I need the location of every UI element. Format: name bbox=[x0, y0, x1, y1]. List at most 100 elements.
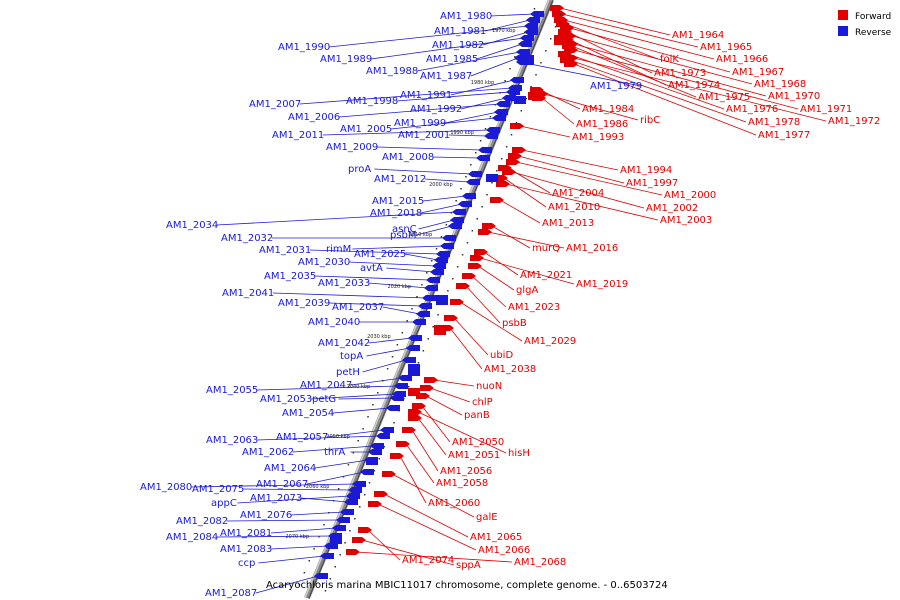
forward-gene-label[interactable]: sppA bbox=[456, 560, 481, 571]
forward-gene-label[interactable]: hisH bbox=[508, 448, 530, 459]
reverse-gene-label[interactable]: rimM bbox=[326, 244, 351, 255]
reverse-gene-label[interactable]: AM1_2011 bbox=[272, 130, 324, 141]
reverse-gene-label[interactable]: AM1_2025 bbox=[354, 249, 406, 260]
forward-gene-label[interactable]: ubiD bbox=[490, 350, 513, 361]
forward-gene-label[interactable]: AM1_2068 bbox=[514, 557, 566, 568]
reverse-gene-label[interactable]: asnC bbox=[392, 224, 417, 235]
reverse-gene-label[interactable]: AM1_1992 bbox=[410, 104, 462, 115]
reverse-gene-label[interactable]: AM1_2034 bbox=[166, 220, 218, 231]
forward-gene-label[interactable]: AM1_1993 bbox=[572, 132, 624, 143]
reverse-gene-label[interactable]: petG bbox=[312, 394, 336, 405]
forward-gene-label[interactable]: panB bbox=[464, 410, 490, 421]
reverse-gene-label[interactable]: AM1_1980 bbox=[440, 11, 492, 22]
forward-gene-label[interactable]: AM1_2013 bbox=[542, 218, 594, 229]
forward-gene-label[interactable]: galE bbox=[476, 512, 498, 523]
forward-gene-label[interactable]: AM1_2029 bbox=[524, 336, 576, 347]
reverse-gene-label[interactable]: AM1_2006 bbox=[288, 112, 340, 123]
reverse-gene-label[interactable]: AM1_2084 bbox=[166, 532, 218, 543]
reverse-gene-label[interactable]: AM1_2032 bbox=[221, 233, 273, 244]
reverse-gene-label[interactable]: AM1_2041 bbox=[222, 288, 274, 299]
forward-gene-label[interactable]: AM1_2010 bbox=[548, 202, 600, 213]
forward-gene-label[interactable]: AM1_2050 bbox=[452, 437, 504, 448]
reverse-gene-label[interactable]: AM1_2053 bbox=[260, 394, 312, 405]
reverse-gene-label[interactable]: AM1_2007 bbox=[249, 99, 301, 110]
reverse-gene-label[interactable]: AM1_2005 bbox=[340, 124, 392, 135]
forward-gene-label[interactable]: AM1_1967 bbox=[732, 67, 784, 78]
forward-gene-label[interactable]: AM1_1966 bbox=[716, 54, 768, 65]
reverse-gene-label[interactable]: AM1_1979 bbox=[590, 81, 642, 92]
forward-gene-label[interactable]: AM1_2000 bbox=[664, 190, 716, 201]
forward-gene-label[interactable]: AM1_1984 bbox=[582, 104, 634, 115]
reverse-gene-label[interactable]: AM1_1981 bbox=[434, 26, 486, 37]
forward-gene-label[interactable]: AM1_1974 bbox=[668, 80, 720, 91]
forward-gene-label[interactable]: AM1_1994 bbox=[620, 165, 672, 176]
forward-gene-label[interactable]: AM1_2058 bbox=[436, 478, 488, 489]
forward-gene-label[interactable]: AM1_2038 bbox=[484, 364, 536, 375]
forward-gene-label[interactable]: AM1_1997 bbox=[626, 178, 678, 189]
forward-gene-label[interactable]: folK bbox=[660, 54, 679, 65]
reverse-gene-label[interactable]: AM1_2081 bbox=[220, 528, 272, 539]
reverse-gene-label[interactable]: AM1_2087 bbox=[205, 588, 257, 599]
reverse-gene-label[interactable]: AM1_2033 bbox=[318, 278, 370, 289]
reverse-gene-label[interactable]: appC bbox=[211, 498, 237, 509]
forward-gene-label[interactable]: AM1_2016 bbox=[566, 243, 618, 254]
forward-gene-label[interactable]: psbB bbox=[502, 318, 527, 329]
reverse-gene-label[interactable]: AM1_2015 bbox=[372, 196, 424, 207]
reverse-gene-label[interactable]: AM1_1989 bbox=[320, 54, 372, 65]
reverse-gene-label[interactable]: AM1_2075 bbox=[192, 484, 244, 495]
forward-gene-label[interactable]: nuoN bbox=[476, 381, 502, 392]
forward-gene-label[interactable]: AM1_1977 bbox=[758, 130, 810, 141]
reverse-gene-label[interactable]: AM1_2009 bbox=[326, 142, 378, 153]
reverse-gene-label[interactable]: AM1_2012 bbox=[374, 174, 426, 185]
reverse-gene-label[interactable]: AM1_2008 bbox=[382, 152, 434, 163]
forward-gene-label[interactable]: AM1_2023 bbox=[508, 302, 560, 313]
reverse-gene-label[interactable]: AM1_1985 bbox=[426, 54, 478, 65]
forward-gene-label[interactable]: AM1_2065 bbox=[470, 532, 522, 543]
reverse-gene-label[interactable]: avtA bbox=[360, 263, 383, 274]
forward-gene-label[interactable]: AM1_1978 bbox=[748, 117, 800, 128]
reverse-gene-label[interactable]: petH bbox=[336, 367, 360, 378]
reverse-gene-label[interactable]: AM1_2064 bbox=[264, 463, 316, 474]
reverse-gene-label[interactable]: AM1_2054 bbox=[282, 408, 334, 419]
reverse-gene-label[interactable]: AM1_2039 bbox=[278, 298, 330, 309]
reverse-gene-label[interactable]: AM1_2076 bbox=[240, 510, 292, 521]
forward-gene-label[interactable]: glgA bbox=[516, 285, 538, 296]
forward-gene-label[interactable]: AM1_2060 bbox=[428, 498, 480, 509]
reverse-gene-label[interactable]: AM1_2055 bbox=[206, 385, 258, 396]
reverse-gene-label[interactable]: AM1_2030 bbox=[298, 257, 350, 268]
forward-gene-label[interactable]: murQ bbox=[532, 243, 560, 254]
reverse-gene-label[interactable]: AM1_2083 bbox=[220, 544, 272, 555]
forward-gene-label[interactable]: AM1_2066 bbox=[478, 545, 530, 556]
reverse-gene-label[interactable]: AM1_2040 bbox=[308, 317, 360, 328]
forward-gene-label[interactable]: AM1_2021 bbox=[520, 270, 572, 281]
forward-gene-label[interactable]: ribC bbox=[640, 115, 660, 126]
forward-gene-label[interactable]: AM1_1970 bbox=[768, 91, 820, 102]
reverse-gene-label[interactable]: AM1_1987 bbox=[420, 71, 472, 82]
reverse-gene-label[interactable]: AM1_2018 bbox=[370, 208, 422, 219]
reverse-gene-label[interactable]: AM1_1988 bbox=[366, 66, 418, 77]
reverse-gene-label[interactable]: AM1_2073 bbox=[250, 493, 302, 504]
reverse-gene-label[interactable]: AM1_2067 bbox=[256, 479, 308, 490]
forward-gene-label[interactable]: AM1_2019 bbox=[576, 279, 628, 290]
reverse-gene-label[interactable]: thrA bbox=[324, 447, 345, 458]
reverse-gene-label[interactable]: topA bbox=[340, 351, 363, 362]
forward-gene-label[interactable]: AM1_1964 bbox=[672, 30, 724, 41]
reverse-gene-label[interactable]: AM1_1990 bbox=[278, 42, 330, 53]
reverse-gene-label[interactable]: AM1_1999 bbox=[394, 118, 446, 129]
reverse-gene-label[interactable]: ccp bbox=[238, 558, 255, 569]
reverse-gene-label[interactable]: AM1_2035 bbox=[264, 271, 316, 282]
forward-gene-label[interactable]: AM1_1972 bbox=[828, 116, 880, 127]
forward-gene-label[interactable]: AM1_2002 bbox=[646, 203, 698, 214]
forward-gene-label[interactable]: AM1_1986 bbox=[576, 119, 628, 130]
forward-gene-label[interactable]: chlP bbox=[472, 397, 493, 408]
reverse-gene-label[interactable]: psbM bbox=[390, 230, 417, 241]
forward-gene-label[interactable]: AM1_1975 bbox=[698, 92, 750, 103]
forward-gene-label[interactable]: AM1_2003 bbox=[660, 215, 712, 226]
forward-gene-label[interactable]: AM1_2004 bbox=[552, 188, 604, 199]
forward-gene-label[interactable]: AM1_2056 bbox=[440, 466, 492, 477]
forward-gene-label[interactable]: AM1_2051 bbox=[448, 450, 500, 461]
reverse-gene-label[interactable]: AM1_2031 bbox=[259, 245, 311, 256]
reverse-gene-label[interactable]: AM1_1982 bbox=[432, 40, 484, 51]
reverse-gene-label[interactable]: AM1_2042 bbox=[318, 338, 370, 349]
forward-gene-label[interactable]: AM1_1973 bbox=[654, 68, 706, 79]
